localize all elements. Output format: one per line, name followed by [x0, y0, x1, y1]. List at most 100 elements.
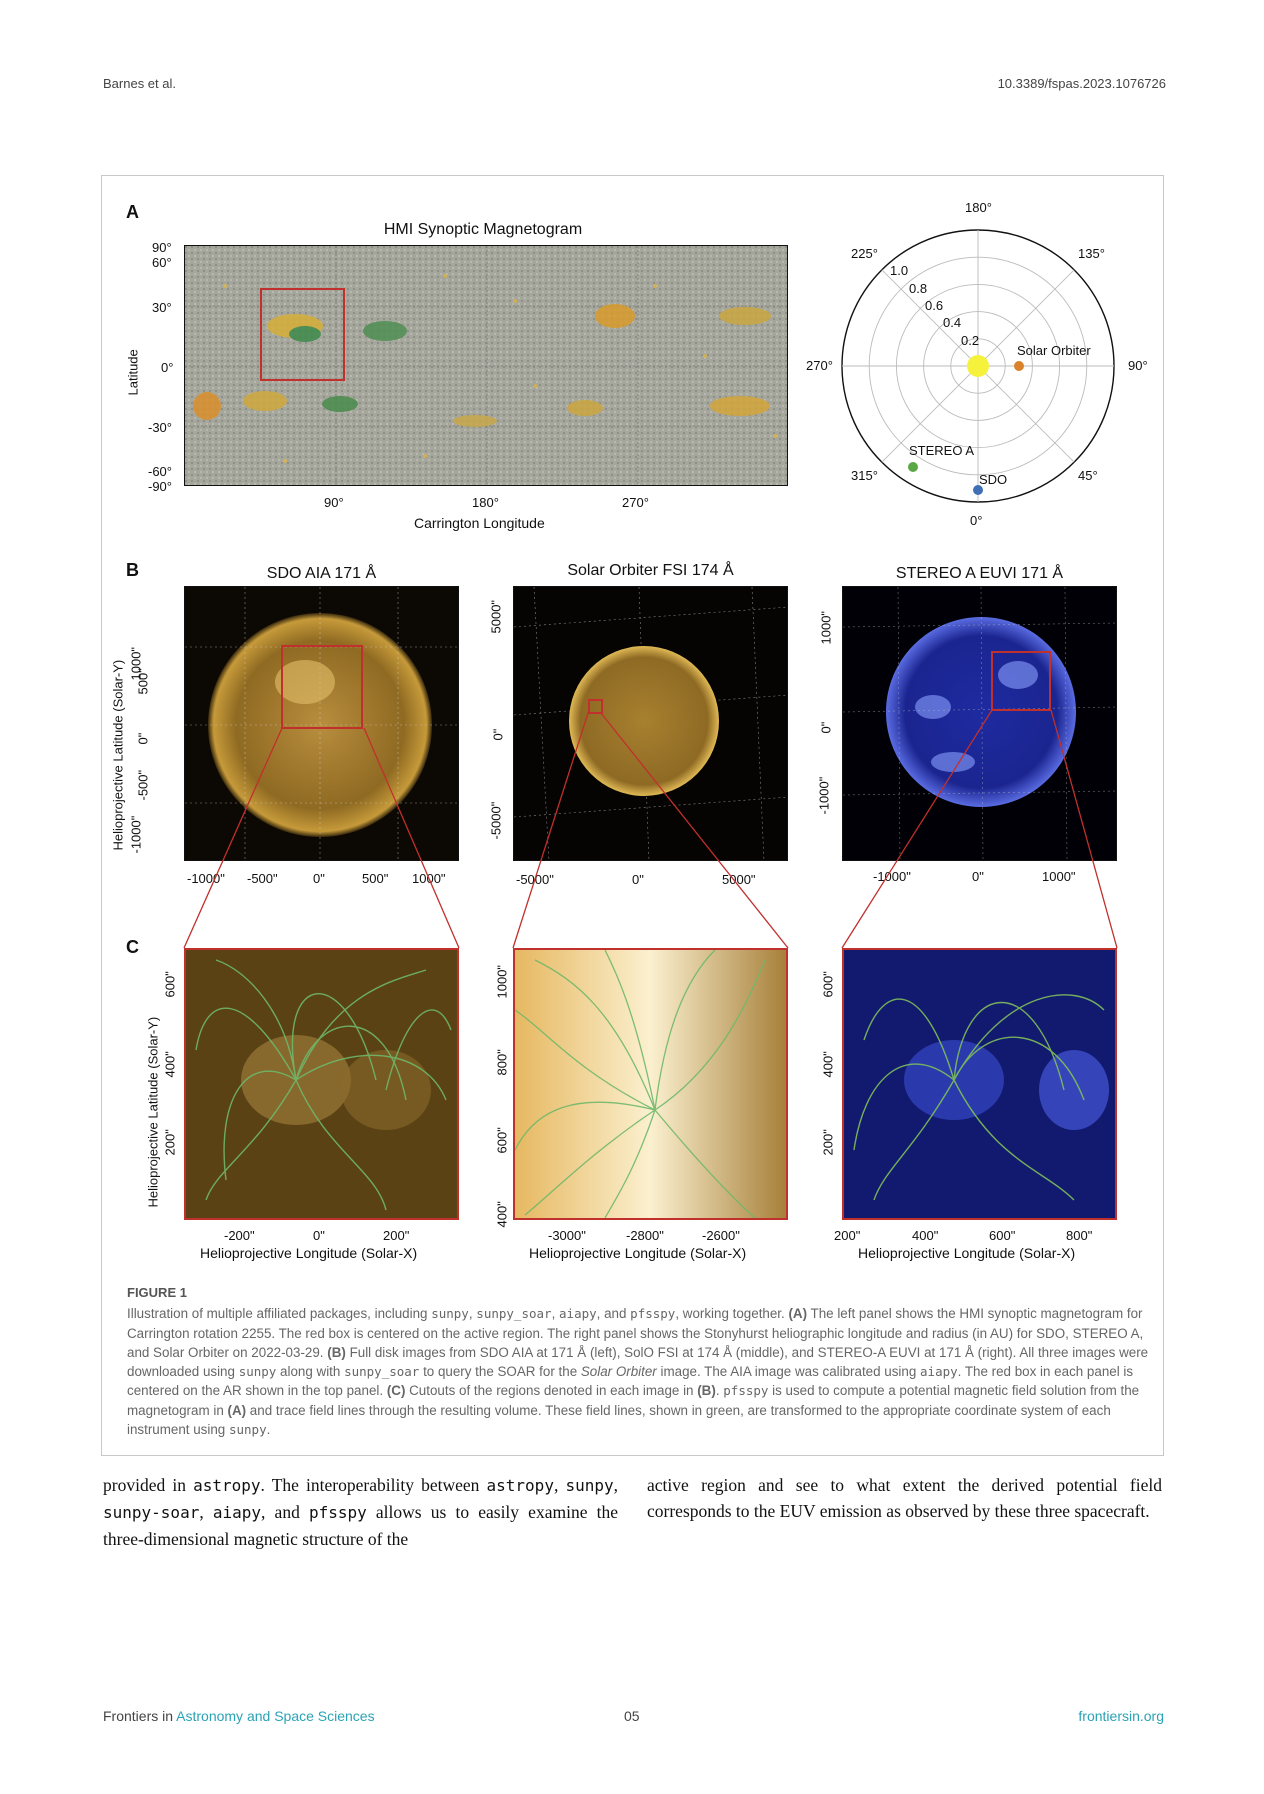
- euvi-cutout-image: [842, 948, 1117, 1220]
- aia-cutout-xlabel: Helioprojective Longitude (Solar-X): [200, 1245, 418, 1261]
- stereo-a-label: STEREO A: [909, 443, 975, 458]
- aia-full-disk-image: [184, 586, 459, 861]
- aia-cutout-xtick: 0": [313, 1228, 325, 1243]
- body-column-left: provided in astropy. The interoperabilit…: [103, 1475, 619, 1549]
- synoptic-ytick: -30°: [148, 420, 172, 435]
- euvi-cutout-xtick: 800": [1066, 1228, 1093, 1243]
- polar-angle-45: 45°: [1078, 468, 1098, 483]
- aia-xtick: -1000": [187, 871, 225, 886]
- body-column-right: active region and see to what extent the…: [647, 1475, 1162, 1521]
- euvi-xtick: 1000": [1042, 869, 1076, 884]
- euvi-cutout-ytick: 200": [820, 1129, 836, 1156]
- aia-cutout-image: [184, 948, 459, 1220]
- aia-title: SDO AIA 171 Å: [266, 565, 377, 582]
- fsi-full-disk-image: [513, 586, 788, 861]
- polar-radius-label: 1.0: [890, 263, 909, 278]
- polar-angle-225: 225°: [851, 246, 878, 261]
- magnetogram-texture: [185, 246, 787, 485]
- aia-cutout-xtick: 200": [383, 1228, 410, 1243]
- sun-marker: [967, 355, 989, 377]
- polar-position-plot: [841, 229, 1115, 503]
- aia-xtick: -500": [247, 871, 278, 886]
- sdo-marker: [973, 485, 983, 495]
- footer-page-number: 05: [624, 1708, 640, 1724]
- solar-orbiter-marker: [1014, 361, 1024, 371]
- synoptic-ytick: -90°: [148, 479, 172, 494]
- panel-a-label: A: [126, 202, 139, 222]
- footer-journal-link[interactable]: Astronomy and Space Sciences: [176, 1708, 375, 1724]
- aia-cutout-ytick: 400": [162, 1051, 178, 1078]
- euvi-cutout-ytick: 400": [820, 1051, 836, 1078]
- polar-angle-0: 0°: [970, 513, 983, 528]
- synoptic-xlabel: Carrington Longitude: [414, 515, 545, 531]
- euvi-cutout-xtick: 600": [989, 1228, 1016, 1243]
- figure-1: [101, 175, 1164, 1456]
- polar-angle-315: 315°: [851, 468, 878, 483]
- polar-radius-label: 0.4: [943, 315, 962, 330]
- stereo-a-marker: [908, 462, 918, 472]
- fsi-cutout-xlabel: Helioprojective Longitude (Solar-X): [529, 1245, 747, 1261]
- euvi-cutout-xtick: 400": [912, 1228, 939, 1243]
- polar-radius-label: 0.2: [961, 333, 980, 348]
- euvi-xtick: -1000": [873, 869, 911, 884]
- euvi-title: STEREO A EUVI 171 Å: [895, 565, 1064, 582]
- caption-label: FIGURE 1: [127, 1285, 187, 1300]
- aia-disk-render: [185, 587, 458, 860]
- euvi-xtick: 0": [972, 869, 984, 884]
- aia-cutout-ytick: 600": [162, 971, 178, 998]
- fsi-cutout-ytick: 400": [494, 1201, 510, 1228]
- aia-xtick: 0": [313, 871, 325, 886]
- aia-ar-box: [281, 645, 363, 729]
- running-header-doi[interactable]: 10.3389/fspas.2023.1076726: [997, 76, 1166, 91]
- synoptic-ytick: -60°: [148, 464, 172, 479]
- fsi-cutout-ytick: 800": [494, 1049, 510, 1076]
- synoptic-title: HMI Synoptic Magnetogram: [383, 221, 583, 238]
- synoptic-ytick: 90°: [152, 240, 172, 255]
- synoptic-xtick: 180°: [472, 495, 499, 510]
- fsi-xtick: 0": [632, 872, 644, 887]
- polar-angle-135: 135°: [1078, 246, 1105, 261]
- aia-cutout-xtick: -200": [224, 1228, 255, 1243]
- polar-angle-270: 270°: [806, 358, 833, 373]
- synoptic-ytick: 0°: [161, 360, 174, 375]
- euvi-cutout-render: [844, 950, 1115, 1218]
- synoptic-xtick: 270°: [622, 495, 649, 510]
- panel-b-label: B: [126, 560, 139, 580]
- synoptic-xtick: 90°: [324, 495, 344, 510]
- fsi-disk-render: [514, 587, 787, 860]
- aia-cutout-ytick: 200": [162, 1129, 178, 1156]
- euvi-disk-render: [843, 587, 1116, 860]
- synoptic-ar-box: [260, 288, 345, 381]
- polar-radius-label: 0.8: [909, 281, 928, 296]
- fsi-cutout-render: [515, 950, 786, 1218]
- euvi-full-disk-image: [842, 586, 1117, 861]
- fsi-ar-box: [588, 699, 603, 714]
- fsi-cutout-xtick: -2600": [702, 1228, 740, 1243]
- euvi-cutout-ytick: 600": [820, 971, 836, 998]
- figure-caption: FIGURE 1 Illustration of multiple affili…: [127, 1283, 1157, 1439]
- fsi-cutout-ytick: 1000": [494, 964, 510, 999]
- fsi-title: Solar Orbiter FSI 174 Å: [567, 562, 734, 579]
- fsi-cutout-xtick: -3000": [548, 1228, 586, 1243]
- solar-orbiter-label: Solar Orbiter: [1017, 343, 1091, 358]
- sdo-label: SDO: [979, 472, 1008, 487]
- polar-angle-90: 90°: [1128, 358, 1148, 373]
- euvi-ar-box: [991, 651, 1051, 711]
- euvi-cutout-xlabel: Helioprojective Longitude (Solar-X): [858, 1245, 1076, 1261]
- fsi-cutout-image: [513, 948, 788, 1220]
- polar-radius-label: 0.6: [925, 298, 944, 313]
- fsi-cutout-xtick: -2800": [626, 1228, 664, 1243]
- aia-cutout-render: [186, 950, 457, 1218]
- fsi-cutout-ytick: 600": [494, 1127, 510, 1154]
- synoptic-ytick: 30°: [152, 300, 172, 315]
- panel-c-label: C: [126, 937, 139, 957]
- polar-angle-180: 180°: [965, 200, 992, 215]
- synoptic-magnetogram-image: [184, 245, 788, 486]
- cutout-ylabel: Helioprojective Latitude (Solar-Y): [145, 1016, 161, 1208]
- synoptic-ytick: 60°: [152, 255, 172, 270]
- euvi-cutout-xtick: 200": [834, 1228, 861, 1243]
- running-header-authors: Barnes et al.: [103, 76, 176, 91]
- aia-xtick: 500": [362, 871, 389, 886]
- footer-site-link[interactable]: frontiersin.org: [1078, 1708, 1164, 1724]
